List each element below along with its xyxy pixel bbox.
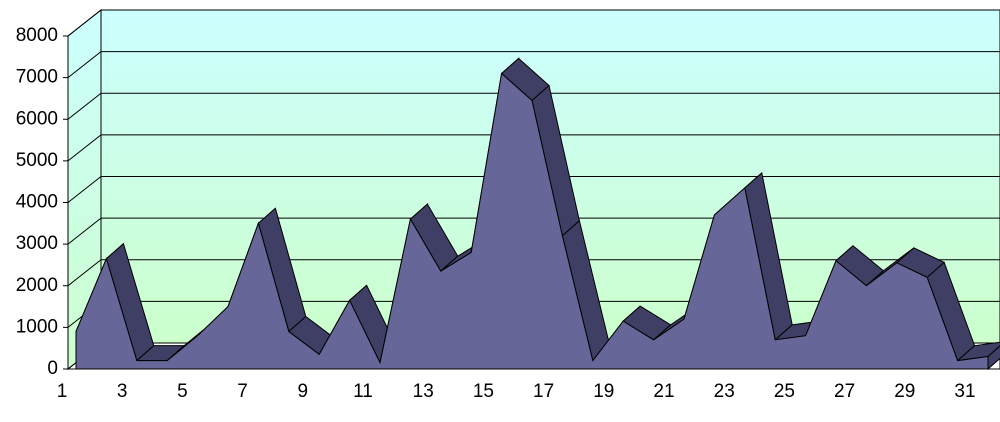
x-tick-label: 23: [714, 381, 735, 402]
y-tick-label: 8000: [16, 25, 58, 46]
y-tick-label: 1000: [16, 316, 58, 337]
x-tick-label: 25: [774, 381, 795, 402]
grid-line: [67, 92, 1000, 120]
grid-line: [67, 51, 1000, 79]
x-tick-label: 5: [177, 381, 188, 402]
x-tick-label: 31: [954, 381, 975, 402]
x-tick-label: 21: [653, 381, 674, 402]
x-tick-label: 1: [57, 381, 68, 402]
x-tick-label: 9: [298, 381, 309, 402]
grid-line: [67, 134, 1000, 162]
area: [75, 72, 989, 370]
x-tick-label: 7: [237, 381, 248, 402]
grid-line: [67, 176, 1000, 203]
x-tick-label: 27: [834, 381, 855, 402]
y-tick-label: 3000: [16, 233, 58, 254]
grid-line: [67, 259, 1000, 287]
grid-line: [67, 9, 1000, 37]
x-tick-label: 17: [533, 381, 554, 402]
y-tick-label: 0: [47, 358, 58, 379]
x-tick-label: 11: [353, 381, 373, 402]
y-tick-label: 5000: [16, 150, 58, 171]
y-tick-label: 2000: [16, 275, 58, 296]
y-tick-label: 7000: [16, 67, 58, 88]
y-tick-label: 4000: [16, 192, 58, 213]
x-tick-label: 13: [413, 381, 434, 402]
x-tick-label: 3: [117, 381, 128, 402]
grid-line: [67, 217, 1000, 245]
x-tick-label: 15: [473, 381, 494, 402]
x-tick-label: 19: [593, 381, 614, 402]
x-tick-label: 29: [894, 381, 915, 402]
y-tick-label: 6000: [16, 108, 58, 129]
